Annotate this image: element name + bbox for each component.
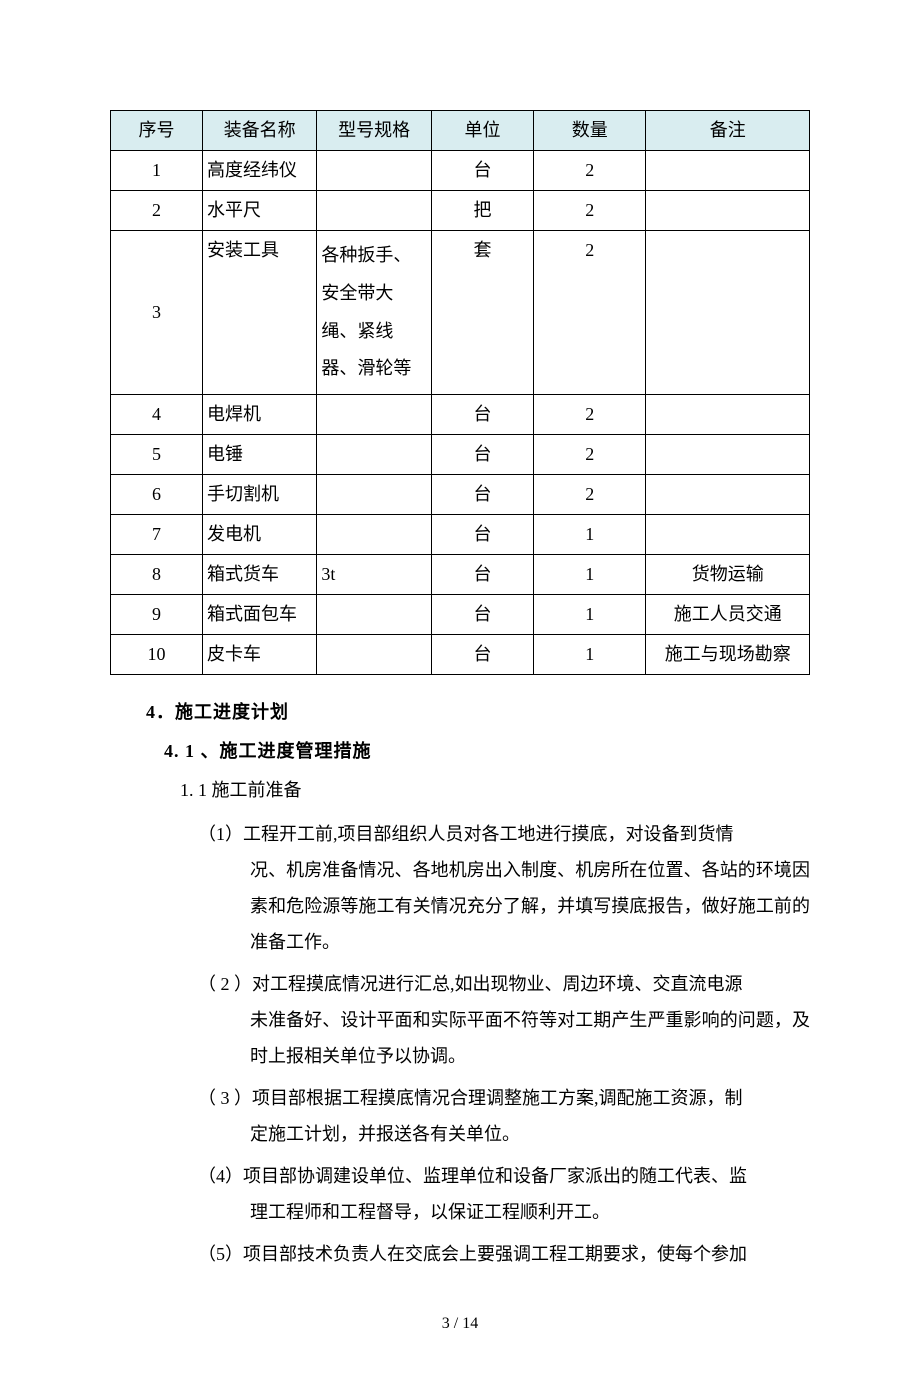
table-row: 1 高度经纬仪 台 2 (111, 151, 810, 191)
cell-unit: 台 (431, 151, 533, 191)
cell-name: 水平尺 (202, 191, 316, 231)
cell-seq: 9 (111, 595, 203, 635)
cell-name: 皮卡车 (202, 635, 316, 675)
table-row: 9 箱式面包车 台 1 施工人员交通 (111, 595, 810, 635)
para-block-5: （5）项目部技术负责人在交底会上要强调工程工期要求，使每个参加 (110, 1236, 810, 1272)
para-block-3: （ 3 ）项目部根据工程摸底情况合理调整施工方案,调配施工资源，制 定施工计划，… (110, 1080, 810, 1152)
cell-name: 手切割机 (202, 475, 316, 515)
para-2-first: （ 2 ）对工程摸底情况进行汇总,如出现物业、周边环境、交直流电源 (216, 966, 810, 1002)
table-row: 10 皮卡车 台 1 施工与现场勘察 (111, 635, 810, 675)
para-4-first: （4）项目部协调建设单位、监理单位和设备厂家派出的随工代表、监 (216, 1158, 810, 1194)
table-row: 6 手切割机 台 2 (111, 475, 810, 515)
cell-qty: 2 (534, 475, 646, 515)
cell-seq: 7 (111, 515, 203, 555)
cell-unit: 台 (431, 635, 533, 675)
para-2-cont: 未准备好、设计平面和实际平面不符等对工期产生严重影响的问题，及时上报相关单位予以… (250, 1002, 810, 1074)
cell-name: 电锤 (202, 435, 316, 475)
cell-name: 安装工具 (202, 231, 316, 395)
table-body: 1 高度经纬仪 台 2 2 水平尺 把 2 3 安装工具 各种扳手、安全带大绳、… (111, 151, 810, 675)
cell-unit: 台 (431, 475, 533, 515)
cell-name: 电焊机 (202, 395, 316, 435)
cell-note (646, 395, 810, 435)
cell-note: 货物运输 (646, 555, 810, 595)
col-spec: 型号规格 (317, 111, 431, 151)
col-unit: 单位 (431, 111, 533, 151)
cell-qty: 1 (534, 595, 646, 635)
cell-name: 发电机 (202, 515, 316, 555)
para-3-first: （ 3 ）项目部根据工程摸底情况合理调整施工方案,调配施工资源，制 (216, 1080, 810, 1116)
table-row: 4 电焊机 台 2 (111, 395, 810, 435)
cell-spec (317, 635, 431, 675)
table-row: 8 箱式货车 3t 台 1 货物运输 (111, 555, 810, 595)
cell-spec (317, 475, 431, 515)
cell-note (646, 231, 810, 395)
cell-note (646, 475, 810, 515)
para-block-2: （ 2 ）对工程摸底情况进行汇总,如出现物业、周边环境、交直流电源 未准备好、设… (110, 966, 810, 1074)
col-seq: 序号 (111, 111, 203, 151)
cell-spec (317, 515, 431, 555)
cell-note (646, 435, 810, 475)
para-5-first: （5）项目部技术负责人在交底会上要强调工程工期要求，使每个参加 (216, 1236, 810, 1272)
cell-spec (317, 435, 431, 475)
cell-unit: 台 (431, 595, 533, 635)
col-qty: 数量 (534, 111, 646, 151)
cell-name: 箱式面包车 (202, 595, 316, 635)
cell-seq: 10 (111, 635, 203, 675)
cell-unit: 把 (431, 191, 533, 231)
cell-qty: 2 (534, 395, 646, 435)
cell-qty: 1 (534, 635, 646, 675)
cell-spec (317, 151, 431, 191)
cell-qty: 1 (534, 555, 646, 595)
para-4-cont: 理工程师和工程督导，以保证工程顺利开工。 (250, 1194, 810, 1230)
cell-qty: 2 (534, 435, 646, 475)
cell-note: 施工与现场勘察 (646, 635, 810, 675)
cell-unit: 台 (431, 555, 533, 595)
heading-1-1: 1. 1 施工前准备 (180, 777, 810, 804)
table-row: 7 发电机 台 1 (111, 515, 810, 555)
cell-name: 高度经纬仪 (202, 151, 316, 191)
cell-unit: 台 (431, 515, 533, 555)
heading-4: 4．施工进度计划 (146, 699, 810, 726)
cell-spec (317, 395, 431, 435)
cell-unit: 台 (431, 395, 533, 435)
cell-seq: 1 (111, 151, 203, 191)
cell-note (646, 515, 810, 555)
cell-seq: 6 (111, 475, 203, 515)
cell-qty: 2 (534, 191, 646, 231)
para-1-cont: 况、机房准备情况、各地机房出入制度、机房所在位置、各站的环境因素和危险源等施工有… (250, 852, 810, 960)
cell-note (646, 151, 810, 191)
cell-spec (317, 191, 431, 231)
cell-seq: 4 (111, 395, 203, 435)
table-row: 5 电锤 台 2 (111, 435, 810, 475)
cell-spec: 各种扳手、安全带大绳、紧线器、滑轮等 (317, 231, 431, 395)
page-footer: 3 / 14 (110, 1312, 810, 1336)
cell-seq: 2 (111, 191, 203, 231)
cell-seq: 5 (111, 435, 203, 475)
col-name: 装备名称 (202, 111, 316, 151)
para-3-cont: 定施工计划，并报送各有关单位。 (250, 1116, 810, 1152)
cell-note (646, 191, 810, 231)
table-row: 3 安装工具 各种扳手、安全带大绳、紧线器、滑轮等 套 2 (111, 231, 810, 395)
cell-spec (317, 595, 431, 635)
equipment-table: 序号 装备名称 型号规格 单位 数量 备注 1 高度经纬仪 台 2 2 水平尺 … (110, 110, 810, 675)
para-block-4: （4）项目部协调建设单位、监理单位和设备厂家派出的随工代表、监 理工程师和工程督… (110, 1158, 810, 1230)
heading-4-1: 4. 1 、施工进度管理措施 (164, 738, 810, 765)
cell-seq: 8 (111, 555, 203, 595)
para-1-first: （1）工程开工前,项目部组织人员对各工地进行摸底，对设备到货情 (216, 816, 810, 852)
cell-qty: 2 (534, 231, 646, 395)
cell-qty: 2 (534, 151, 646, 191)
para-block-1: （1）工程开工前,项目部组织人员对各工地进行摸底，对设备到货情 况、机房准备情况… (110, 816, 810, 960)
cell-unit: 套 (431, 231, 533, 395)
cell-name: 箱式货车 (202, 555, 316, 595)
cell-unit: 台 (431, 435, 533, 475)
col-note: 备注 (646, 111, 810, 151)
cell-note: 施工人员交通 (646, 595, 810, 635)
table-row: 2 水平尺 把 2 (111, 191, 810, 231)
cell-seq: 3 (111, 231, 203, 395)
table-header-row: 序号 装备名称 型号规格 单位 数量 备注 (111, 111, 810, 151)
cell-spec: 3t (317, 555, 431, 595)
cell-qty: 1 (534, 515, 646, 555)
